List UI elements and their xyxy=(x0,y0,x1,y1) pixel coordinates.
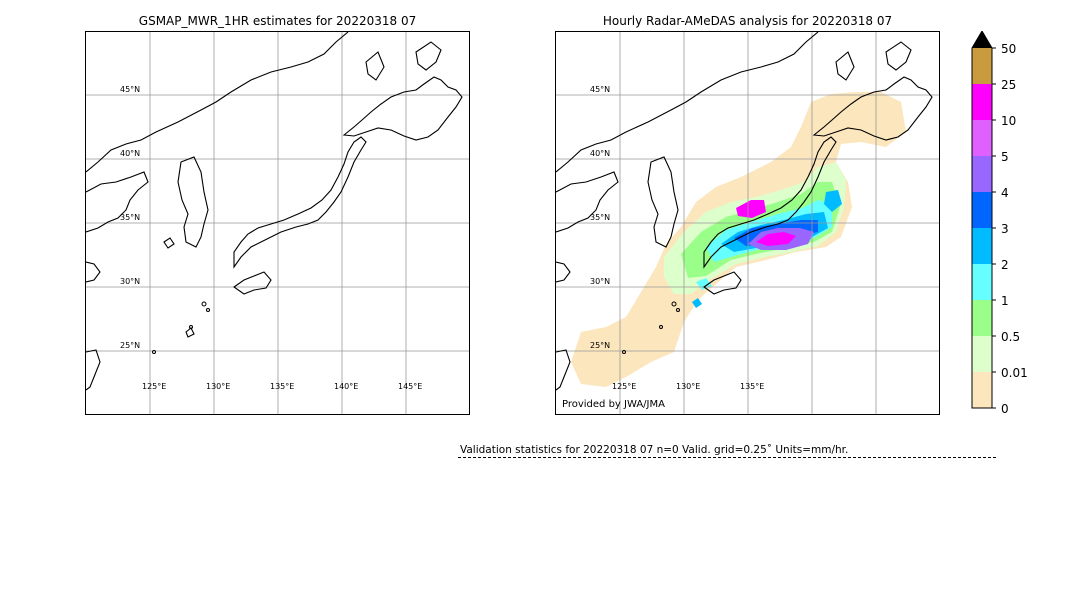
right-map-title: Hourly Radar-AMeDAS analysis for 2022031… xyxy=(602,14,893,28)
right-map-canvas xyxy=(556,32,939,414)
colorbar-segment xyxy=(972,48,992,84)
right-coastlines xyxy=(556,32,933,391)
left-lon-label: 135°E xyxy=(270,382,295,391)
left-lat-label: 35°N xyxy=(120,213,141,222)
colorbar-label: 5 xyxy=(1001,150,1009,164)
left-coastlines xyxy=(86,32,463,391)
colorbar-segment xyxy=(972,372,992,408)
right-lat-label: 35°N xyxy=(590,213,611,222)
data-credit: Provided by JWA/JMA xyxy=(562,399,665,410)
colorbar xyxy=(971,30,1031,421)
right-lon-label: 135°E xyxy=(740,382,765,391)
colorbar-segment xyxy=(972,156,992,192)
colorbar-segment xyxy=(972,264,992,300)
colorbar-label: 1 xyxy=(1001,294,1009,308)
colorbar-segment xyxy=(972,192,992,228)
colorbar-ticks xyxy=(992,47,996,409)
right-lon-label: 130°E xyxy=(676,382,701,391)
colorbar-segment xyxy=(972,120,992,156)
left-lat-label: 25°N xyxy=(120,341,141,350)
colorbar-extend-arrow xyxy=(972,31,992,48)
colorbar-label: 2 xyxy=(1001,258,1009,272)
colorbar-label: 0.01 xyxy=(1001,366,1028,380)
colorbar-segment xyxy=(972,300,992,336)
left-lat-label: 45°N xyxy=(120,85,141,94)
right-lon-label: 125°E xyxy=(612,382,637,391)
left-lon-label: 125°E xyxy=(142,382,167,391)
stats-divider xyxy=(458,457,996,458)
right-lat-label: 25°N xyxy=(590,341,611,350)
right-graticule xyxy=(556,32,939,414)
colorbar-label: 0 xyxy=(1001,402,1009,416)
colorbar-canvas xyxy=(971,30,996,409)
left-graticule xyxy=(86,32,469,414)
validation-statistics: Validation statistics for 20220318 07 n=… xyxy=(460,444,849,456)
left-lat-label: 40°N xyxy=(120,149,141,158)
colorbar-label: 3 xyxy=(1001,222,1009,236)
left-islands xyxy=(152,301,210,354)
left-lon-label: 145°E xyxy=(398,382,423,391)
left-lat-label: 30°N xyxy=(120,277,141,286)
gsmap-estimate-map: 45°N 40°N 35°N 30°N 25°N 125°E 130°E 135… xyxy=(85,31,470,415)
colorbar-segment xyxy=(972,84,992,120)
colorbar-label: 10 xyxy=(1001,114,1017,128)
left-lon-label: 130°E xyxy=(206,382,231,391)
colorbar-segment xyxy=(972,228,992,264)
left-map-canvas xyxy=(86,32,469,414)
right-islands xyxy=(622,301,680,354)
colorbar-segment xyxy=(972,336,992,372)
radar-amedas-map: 45°N 40°N 35°N 30°N 25°N 125°E 130°E 135… xyxy=(555,31,940,415)
colorbar-label: 25 xyxy=(1001,78,1017,92)
right-lat-label: 30°N xyxy=(590,277,611,286)
colorbar-label: 0.5 xyxy=(1001,330,1021,344)
right-lat-label: 40°N xyxy=(590,149,611,158)
colorbar-label: 50 xyxy=(1001,42,1017,56)
right-lat-label: 45°N xyxy=(590,85,611,94)
colorbar-outline xyxy=(971,30,993,409)
colorbar-label: 4 xyxy=(1001,186,1009,200)
left-map-title: GSMAP_MWR_1HR estimates for 20220318 07 xyxy=(138,14,417,28)
precipitation-field xyxy=(571,92,906,387)
left-lon-label: 140°E xyxy=(334,382,359,391)
